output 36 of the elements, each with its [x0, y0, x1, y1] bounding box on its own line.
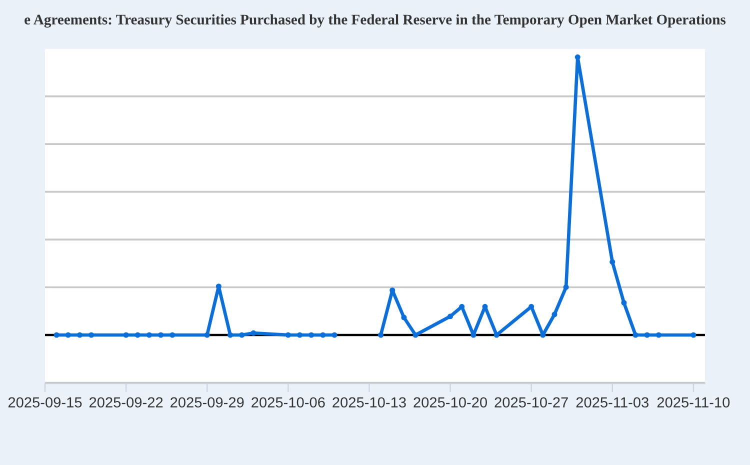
point [88, 332, 94, 338]
point [656, 332, 662, 338]
point [170, 332, 176, 338]
point [123, 332, 129, 338]
point [285, 332, 291, 338]
point [447, 314, 454, 320]
point [552, 312, 558, 318]
point [412, 332, 418, 338]
point [401, 314, 407, 320]
x-tick-label: 2025-11-03 [576, 397, 648, 408]
point [610, 259, 616, 265]
x-tick-label: 2025-10-20 [414, 397, 487, 408]
point [644, 332, 650, 338]
chart-title: e Agreements: Treasury Securities Purchased by the Federal Reserve in the Temporary Open Market Operations [24, 14, 726, 28]
point [621, 300, 627, 306]
x-tick-label: 2025-09-15 [8, 397, 82, 408]
point [332, 332, 338, 338]
point [320, 332, 326, 338]
point [494, 332, 500, 338]
point [378, 332, 384, 338]
point [134, 332, 140, 338]
point [632, 332, 638, 338]
point [250, 330, 256, 336]
x-tick-label: 2025-10-27 [494, 397, 568, 408]
point [574, 54, 580, 60]
x-tick-label: 2025-10-13 [332, 397, 406, 408]
x-tick-label: 2025-11-10 [657, 397, 730, 408]
point [690, 332, 696, 338]
point [239, 332, 245, 338]
point [54, 332, 60, 338]
point [204, 332, 210, 338]
x-tick-label: 2025-09-22 [89, 397, 163, 408]
x-tick-label: 2025-10-06 [252, 397, 325, 408]
x-tick-label: 2025-09-29 [170, 397, 244, 408]
point [65, 332, 71, 338]
point [308, 332, 314, 338]
